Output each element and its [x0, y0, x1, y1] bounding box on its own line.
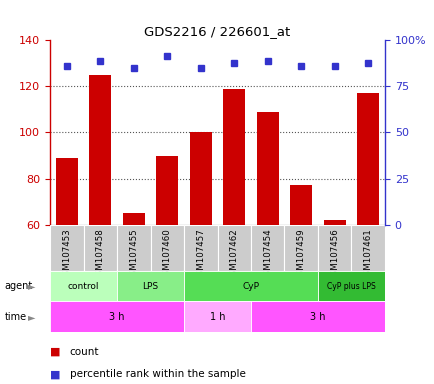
Bar — [184, 301, 250, 332]
Bar — [256, 112, 278, 225]
Bar — [50, 225, 83, 271]
Text: CyP plus LPS: CyP plus LPS — [326, 281, 375, 291]
Text: count: count — [69, 347, 99, 357]
Text: time: time — [4, 312, 26, 322]
Bar — [351, 225, 384, 271]
Text: 3 h: 3 h — [309, 312, 325, 322]
Bar — [289, 185, 312, 225]
Bar — [117, 271, 184, 301]
Bar — [317, 225, 351, 271]
Text: 1 h: 1 h — [209, 312, 225, 322]
Title: GDS2216 / 226601_at: GDS2216 / 226601_at — [144, 25, 290, 38]
Text: GSM107459: GSM107459 — [296, 228, 305, 281]
Bar — [89, 75, 111, 225]
Text: GSM107458: GSM107458 — [95, 228, 105, 281]
Text: agent: agent — [4, 281, 33, 291]
Bar — [184, 271, 317, 301]
Text: GSM107457: GSM107457 — [196, 228, 205, 281]
Text: GSM107454: GSM107454 — [263, 228, 272, 281]
Bar — [50, 301, 184, 332]
Text: GSM107462: GSM107462 — [229, 228, 238, 281]
Text: CyP: CyP — [242, 281, 259, 291]
Text: ►: ► — [28, 312, 36, 322]
Text: percentile rank within the sample: percentile rank within the sample — [69, 369, 245, 379]
Bar — [250, 301, 384, 332]
Text: ■: ■ — [50, 369, 60, 379]
Bar — [217, 225, 250, 271]
Text: GSM107456: GSM107456 — [329, 228, 339, 281]
Bar — [250, 225, 284, 271]
Bar — [284, 225, 317, 271]
Bar — [83, 225, 117, 271]
Bar — [56, 158, 78, 225]
Bar — [184, 225, 217, 271]
Text: GSM107461: GSM107461 — [363, 228, 372, 281]
Text: GSM107460: GSM107460 — [162, 228, 171, 281]
Bar — [50, 271, 117, 301]
Text: GSM107455: GSM107455 — [129, 228, 138, 281]
Bar — [317, 271, 384, 301]
Text: ►: ► — [28, 281, 36, 291]
Text: control: control — [68, 281, 99, 291]
Bar — [189, 132, 211, 225]
Bar — [150, 225, 184, 271]
Text: GSM107453: GSM107453 — [62, 228, 71, 281]
Bar — [323, 220, 345, 225]
Bar — [223, 89, 245, 225]
Bar — [122, 213, 145, 225]
Text: ■: ■ — [50, 347, 60, 357]
Bar — [117, 225, 150, 271]
Bar — [156, 156, 178, 225]
Bar — [356, 93, 378, 225]
Text: 3 h: 3 h — [109, 312, 125, 322]
Text: LPS: LPS — [142, 281, 158, 291]
